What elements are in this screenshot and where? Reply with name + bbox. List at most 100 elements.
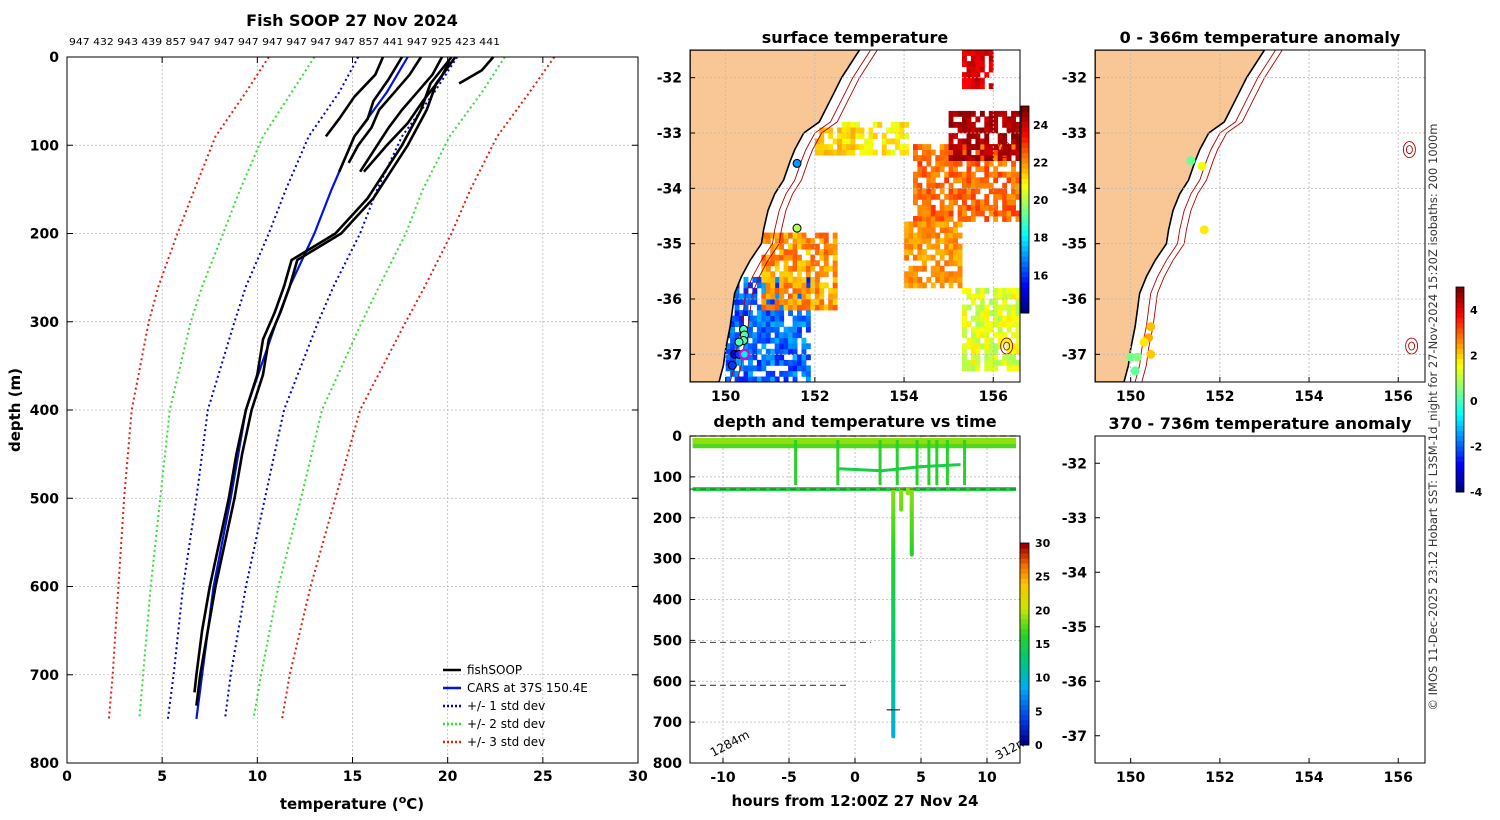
sst-cell [953, 155, 958, 161]
sst-cell [939, 149, 945, 156]
sst-cell [801, 321, 807, 327]
sst-cell [1011, 287, 1016, 294]
sst-cell [930, 271, 936, 278]
sst-cell [993, 299, 999, 305]
profile-chart: 0 5 10 15 20 25 300100200300400500600700800Fis… [6, 11, 648, 813]
sst-cell [841, 127, 847, 134]
sst-cell [975, 133, 981, 139]
sst-cell [810, 282, 816, 289]
sst-cell [765, 254, 771, 261]
sst-cell [805, 287, 811, 294]
sst-cell [752, 287, 758, 294]
seamount-contour [1405, 337, 1419, 355]
sst-cell [1011, 127, 1016, 134]
sst-cell [783, 332, 789, 339]
sst-cell [979, 210, 985, 217]
sst-cell [966, 177, 972, 184]
sst-cell [1006, 354, 1012, 361]
sst-cell [774, 332, 780, 339]
sst-cell [1015, 216, 1020, 222]
sst-cell [819, 249, 825, 256]
sst-cell [881, 144, 887, 150]
x-tick-label: 150 [1116, 389, 1145, 405]
sst-cell [953, 260, 958, 267]
sst-cell [962, 199, 967, 206]
sst-cell [979, 144, 985, 150]
sst-cell [930, 282, 936, 289]
sst-cell [1002, 315, 1008, 322]
sst-cell [810, 238, 816, 244]
sst-cell [770, 376, 776, 382]
sst-cell [926, 149, 932, 156]
sst-cell [774, 326, 780, 333]
colorbar-segment [1456, 328, 1464, 334]
sst-cell [939, 182, 945, 189]
sst-cell [765, 271, 771, 278]
sst-cell [1002, 160, 1008, 167]
sst-cell [917, 155, 923, 161]
sst-cell [837, 133, 843, 139]
sst-cell [805, 238, 811, 244]
sst-cell [926, 204, 932, 211]
sst-cell [792, 293, 798, 300]
x-tick-label: 156 [1384, 770, 1413, 786]
sst-cell [805, 343, 811, 350]
sst-cell [846, 127, 851, 134]
sst-cell [984, 72, 990, 78]
sst-cell [926, 199, 932, 206]
sst-cell [984, 50, 990, 56]
sst-cell [752, 315, 758, 322]
sst-cell [765, 332, 771, 339]
colorbar-segment [1020, 684, 1029, 690]
sst-cell [1011, 321, 1016, 327]
sst-cell [970, 199, 976, 206]
sst-cell [913, 265, 918, 272]
sst-cell [819, 133, 825, 139]
sst-cell [783, 359, 789, 366]
sst-cell [917, 160, 923, 167]
sst-cell [819, 144, 825, 150]
sst-cell [765, 326, 771, 333]
seamount-contour [1003, 341, 1011, 351]
sst-cell [739, 365, 744, 372]
sst-cell [979, 332, 985, 339]
sst-cell [962, 348, 967, 355]
colorbar-tick-label: -4 [1470, 486, 1483, 499]
sst-cell [1006, 287, 1012, 294]
anomaly-point [1199, 225, 1209, 235]
sst-cell [970, 72, 976, 78]
colorbar-segment [1456, 389, 1464, 396]
sst-cell [944, 193, 950, 200]
colorbar-segment [1021, 276, 1029, 283]
sst-cell [770, 287, 776, 294]
colorbar-segment [1021, 116, 1029, 122]
sst-cell [828, 243, 834, 250]
sst-cell [895, 144, 900, 150]
sst-cell [984, 149, 990, 156]
sst-cell [904, 243, 909, 250]
sst-cell [1011, 166, 1016, 173]
sst-cell [734, 287, 740, 294]
sst-cell [801, 260, 807, 267]
sst-cell [935, 221, 941, 228]
sst-cell [783, 232, 789, 239]
sst-cell [921, 144, 927, 150]
x-tick-label: 0 [850, 770, 860, 786]
sst-cell [979, 138, 985, 145]
sst-cell [926, 221, 932, 228]
x-tick-label: 30 [628, 769, 648, 785]
isobath-200m [729, 50, 871, 382]
sst-cell [756, 282, 762, 289]
sst-cell [970, 182, 976, 189]
sst-cell [1011, 204, 1016, 211]
sst-cell [805, 276, 811, 283]
colorbar-segment [1021, 240, 1029, 247]
sst-cell [765, 359, 771, 366]
colorbar-segment [1021, 281, 1029, 288]
sst-cell [926, 144, 932, 150]
sst-cell [970, 77, 976, 84]
sst-cell [899, 144, 905, 150]
sst-cell [1011, 144, 1016, 150]
colorbar-segment [1021, 152, 1029, 159]
sst-cell [770, 326, 776, 333]
